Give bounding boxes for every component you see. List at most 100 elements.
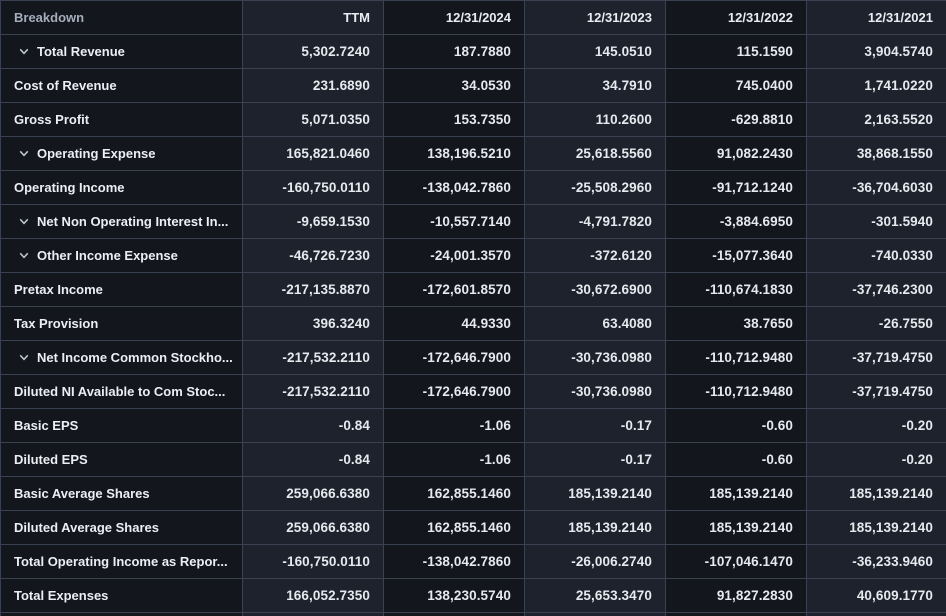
row-label-text: Operating Income — [14, 180, 125, 195]
row-label-text: Diluted Average Shares — [14, 520, 159, 535]
value-cell: -172,601.8570 — [383, 272, 525, 307]
value-cell: -217,532.2110 — [242, 340, 384, 375]
column-header-2021: 12/31/2021 — [806, 0, 946, 35]
value-cell: -217,532.2110 — [242, 374, 384, 409]
table-row: Operating Income -160,750.0110 -138,042.78… — [0, 170, 946, 205]
row-label-other-income-expense[interactable]: Other Income Expense — [0, 238, 243, 273]
chevron-down-icon — [19, 217, 29, 226]
value-cell: -107,046.1470 — [665, 544, 807, 579]
value-cell: -110,674.1830 — [665, 272, 807, 307]
value-cell: -0.84 — [242, 442, 384, 477]
table-row-clipped — [0, 612, 946, 616]
row-label-operating-expense[interactable]: Operating Expense — [0, 136, 243, 171]
value-cell: 185,139.2140 — [806, 510, 946, 545]
value-cell: 259,066.6380 — [242, 476, 384, 511]
value-cell: 34.7910 — [524, 68, 666, 103]
table-row: Basic EPS -0.84 -1.06 -0.17 -0.60 -0.20 — [0, 408, 946, 443]
row-label-gross-profit: Gross Profit — [0, 102, 243, 137]
value-cell: -30,736.0980 — [524, 374, 666, 409]
value-cell: -36,704.6030 — [806, 170, 946, 205]
row-label-diluted-ni-available-to-com-stoc: Diluted NI Available to Com Stoc... — [0, 374, 243, 409]
value-cell: -172,646.7900 — [383, 340, 525, 375]
value-cell: 185,139.2140 — [806, 476, 946, 511]
row-label-text: Total Expenses — [14, 588, 109, 603]
value-cell: -26,006.2740 — [524, 544, 666, 579]
row-label-text: Net Non Operating Interest In... — [37, 214, 229, 229]
value-cell: 38.7650 — [665, 306, 807, 341]
table-row: Diluted Average Shares 259,066.6380 162,85… — [0, 510, 946, 545]
table-row: Gross Profit 5,071.0350 153.7350 110.2600 -6… — [0, 102, 946, 137]
table-row: Basic Average Shares 259,066.6380 162,855.… — [0, 476, 946, 511]
value-cell: -37,719.4750 — [806, 374, 946, 409]
row-label-text: Total Operating Income as Repor... — [14, 554, 228, 569]
value-cell: -110,712.9480 — [665, 340, 807, 375]
value-cell: 162,855.1460 — [383, 510, 525, 545]
chevron-down-icon — [19, 47, 29, 56]
value-cell: 1,741.0220 — [806, 68, 946, 103]
row-label-operating-income: Operating Income — [0, 170, 243, 205]
value-cell: -26.7550 — [806, 306, 946, 341]
row-label-total-revenue[interactable]: Total Revenue — [0, 34, 243, 69]
value-cell: 162,855.1460 — [383, 476, 525, 511]
row-label-text: Gross Profit — [14, 112, 90, 127]
table-row: Cost of Revenue 231.6890 34.0530 34.7910 745… — [0, 68, 946, 103]
row-label-total-expenses: Total Expenses — [0, 578, 243, 613]
row-label-basic-average-shares: Basic Average Shares — [0, 476, 243, 511]
value-cell — [383, 612, 525, 616]
value-cell: 110.2600 — [524, 102, 666, 137]
table-row: Pretax Income -217,135.8870 -172,601.8570-… — [0, 272, 946, 307]
value-cell: -160,750.0110 — [242, 544, 384, 579]
row-label-text: Operating Expense — [37, 146, 156, 161]
value-cell: 138,196.5210 — [383, 136, 525, 171]
value-cell: -110,712.9480 — [665, 374, 807, 409]
row-label-net-non-operating-interest-in[interactable]: Net Non Operating Interest In... — [0, 204, 243, 239]
row-label-net-income-common-stockho[interactable]: Net Income Common Stockho... — [0, 340, 243, 375]
value-cell: 63.4080 — [524, 306, 666, 341]
value-cell: 34.0530 — [383, 68, 525, 103]
value-cell: 187.7880 — [383, 34, 525, 69]
row-label-text: Total Revenue — [37, 44, 125, 59]
row-label-diluted-eps: Diluted EPS — [0, 442, 243, 477]
row-label-text: Net Income Common Stockho... — [37, 350, 233, 365]
value-cell: -740.0330 — [806, 238, 946, 273]
row-label-text: Diluted EPS — [14, 452, 88, 467]
column-header-2022: 12/31/2022 — [665, 0, 807, 35]
value-cell: 5,071.0350 — [242, 102, 384, 137]
value-cell: -0.84 — [242, 408, 384, 443]
value-cell: -1.06 — [383, 442, 525, 477]
value-cell — [524, 612, 666, 616]
value-cell: -629.8810 — [665, 102, 807, 137]
value-cell: -138,042.7860 — [383, 170, 525, 205]
value-cell: -0.60 — [665, 442, 807, 477]
row-label-clipped — [0, 612, 243, 616]
value-cell: -10,557.7140 — [383, 204, 525, 239]
row-label-text: Basic EPS — [14, 418, 79, 433]
column-header-breakdown: Breakdown — [0, 0, 243, 35]
row-label-text: Pretax Income — [14, 282, 103, 297]
table-row: Tax Provision 396.3240 44.9330 63.4080 38.76… — [0, 306, 946, 341]
value-cell: -301.5940 — [806, 204, 946, 239]
value-cell: -37,746.2300 — [806, 272, 946, 307]
value-cell: -24,001.3570 — [383, 238, 525, 273]
row-label-text: Tax Provision — [14, 316, 99, 331]
value-cell: -30,736.0980 — [524, 340, 666, 375]
value-cell: 138,230.5740 — [383, 578, 525, 613]
value-cell: -138,042.7860 — [383, 544, 525, 579]
row-label-text: Basic Average Shares — [14, 486, 150, 501]
table-row: Diluted NI Available to Com Stoc... -217,… — [0, 374, 946, 409]
value-cell: 185,139.2140 — [665, 510, 807, 545]
value-cell: -30,672.6900 — [524, 272, 666, 307]
value-cell: -0.20 — [806, 442, 946, 477]
table-row: Diluted EPS -0.84 -1.06 -0.17 -0.60 -0.20 — [0, 442, 946, 477]
table-row: Net Income Common Stockho... -217,532.211… — [0, 340, 946, 375]
row-label-pretax-income: Pretax Income — [0, 272, 243, 307]
table-body: Total Revenue 5,302.7240 187.7880 145.0510 1… — [0, 34, 946, 616]
value-cell — [242, 612, 384, 616]
value-cell: 2,163.5520 — [806, 102, 946, 137]
table-row: Total Revenue 5,302.7240 187.7880 145.0510 1… — [0, 34, 946, 69]
value-cell: 259,066.6380 — [242, 510, 384, 545]
row-label-text: Diluted NI Available to Com Stoc... — [14, 384, 226, 399]
value-cell: -3,884.6950 — [665, 204, 807, 239]
value-cell: -372.6120 — [524, 238, 666, 273]
